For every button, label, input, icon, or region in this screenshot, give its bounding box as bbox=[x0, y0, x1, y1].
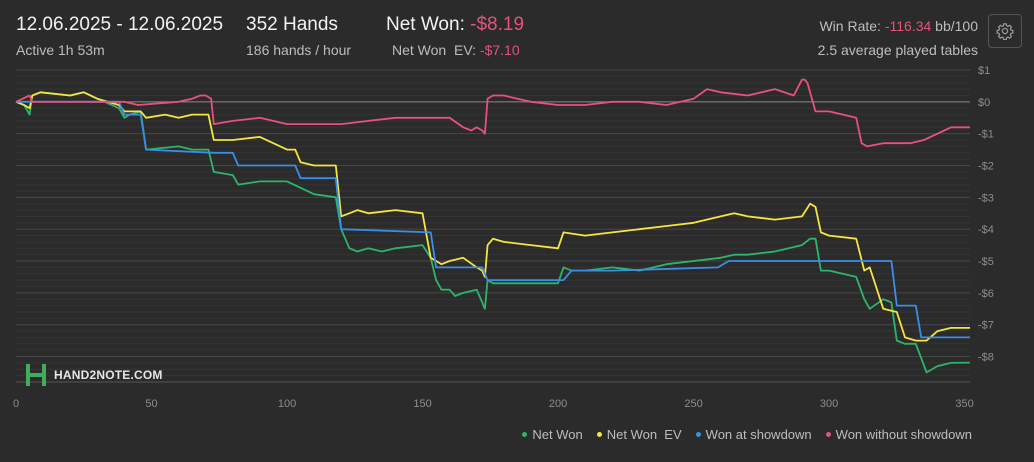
legend-dot-icon bbox=[522, 432, 528, 437]
header-dates: 12.06.2025 - 12.06.2025 Active 1h 53m bbox=[16, 14, 223, 58]
legend-item-net-won-ev[interactable]: Net Won EV bbox=[596, 427, 682, 442]
x-tick-label: 300 bbox=[820, 398, 838, 410]
x-tick-label: 100 bbox=[278, 398, 296, 410]
header-hands: 352 Hands 186 hands / hour bbox=[246, 14, 351, 58]
legend-dot-icon bbox=[825, 432, 831, 437]
hands-per-hour: 186 hands / hour bbox=[246, 42, 352, 58]
net-won-ev-label: Net Won EV: bbox=[392, 42, 480, 58]
x-tick-label: 150 bbox=[413, 398, 431, 410]
date-range: 12.06.2025 - 12.06.2025 bbox=[16, 14, 224, 35]
y-tick-label: -$6 bbox=[978, 288, 994, 300]
y-tick-label: $0 bbox=[978, 97, 990, 109]
win-rate-unit: bb/100 bbox=[931, 18, 978, 34]
legend-item-won-without-showdown[interactable]: Won without showdown bbox=[825, 427, 972, 442]
average-tables: 2.5 average played tables bbox=[817, 42, 978, 58]
series-line-won-at-showdown bbox=[16, 100, 970, 339]
net-won-ev-value: -$7.10 bbox=[479, 42, 520, 58]
y-tick-label: -$3 bbox=[978, 192, 994, 204]
series-line-net-won-ev bbox=[15, 91, 970, 342]
header-net-won: Net Won: -$8.19 Net Won EV: -$7.10 bbox=[386, 14, 524, 58]
legend-dot-icon bbox=[695, 432, 701, 437]
legend-label: Won without showdown bbox=[835, 427, 972, 442]
legend-item-won-at-showdown[interactable]: Won at showdown bbox=[695, 427, 812, 442]
y-tick-label: -$2 bbox=[978, 161, 994, 173]
y-tick-label: -$1 bbox=[978, 129, 994, 141]
legend-label: Won at showdown bbox=[705, 427, 812, 442]
y-tick-label: -$7 bbox=[978, 320, 994, 332]
net-won-label: Net Won: bbox=[386, 14, 471, 35]
series-line-net-won bbox=[15, 91, 971, 374]
hand2note-logo-icon bbox=[26, 364, 46, 386]
y-tick-label: -$4 bbox=[978, 224, 994, 236]
header-win-rate: Win Rate: -116.34 bb/100 2.5 average pla… bbox=[818, 18, 978, 58]
legend-label: Net Won bbox=[532, 427, 583, 442]
y-tick-label: -$8 bbox=[978, 352, 994, 364]
legend-dot-icon bbox=[596, 432, 602, 437]
x-tick-label: 350 bbox=[955, 398, 973, 410]
hands-count: 352 Hands bbox=[246, 14, 338, 35]
legend-label: Net Won EV bbox=[606, 427, 682, 442]
x-tick-label: 0 bbox=[13, 398, 19, 410]
x-tick-label: 50 bbox=[145, 398, 157, 410]
legend-item-net-won[interactable]: Net Won bbox=[522, 427, 583, 442]
series-line-won-without-showdown bbox=[15, 78, 970, 148]
gear-icon bbox=[996, 23, 1014, 40]
x-tick-label: 200 bbox=[549, 398, 567, 410]
logo-text: HAND2NOTE.COM bbox=[54, 368, 163, 382]
hand2note-logo: HAND2NOTE.COM bbox=[25, 363, 163, 387]
x-tick-label: 250 bbox=[684, 398, 702, 410]
y-tick-label: $1 bbox=[978, 65, 990, 77]
y-tick-label: -$5 bbox=[978, 256, 994, 268]
legend: Net Won Net Won EV Won at showdown Won with… bbox=[522, 427, 972, 442]
win-rate-value: -116.34 bbox=[884, 18, 932, 34]
active-time: Active 1h 53m bbox=[16, 42, 105, 58]
win-rate-label: Win Rate: bbox=[819, 18, 885, 34]
settings-button[interactable] bbox=[988, 14, 1022, 48]
net-won-value: -$8.19 bbox=[470, 14, 525, 35]
